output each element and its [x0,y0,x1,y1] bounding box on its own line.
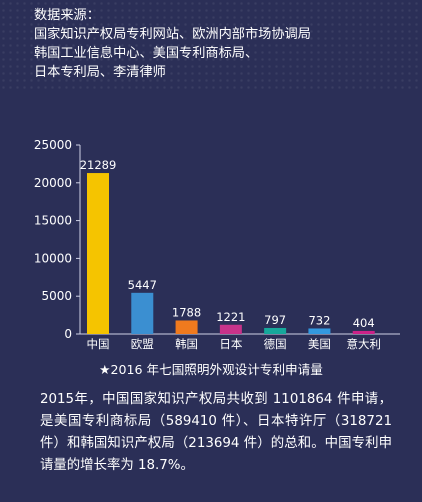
x-category-label: 美国 [308,337,331,351]
x-category-label: 欧盟 [131,337,154,351]
bar-value-label: 732 [308,313,330,327]
x-category-label: 德国 [264,337,287,351]
bar-7 [352,330,375,334]
source-line: 日本专利局、李清律师 [34,65,166,80]
chart-title: ★2016 年七国照明外观设计专利申请量 [99,362,323,377]
x-category-label: 日本 [219,337,242,351]
y-tick-label: 10000 [34,251,72,265]
data-source-note: 数据来源： 国家知识产权局专利网站、欧洲内部市场协调局 韩国工业信息中心、美国专… [34,6,414,82]
y-tick-label: 0 [64,327,72,341]
bar-chart: 0 5000 10000 15000 20000 25000 21289 中国 5447 欧盟 17… [34,138,400,351]
y-tick-label: 15000 [34,214,72,228]
x-category-label: 意大利 [346,337,381,351]
source-line: 韩国工业信息中心、美国专利商标局、 [34,46,259,61]
y-tick-label: 5000 [41,289,72,303]
bar-5 [264,327,287,334]
bar-value-label: 1788 [172,305,201,319]
dot-pattern [0,0,422,90]
bar-3 [175,320,198,334]
x-category-label: 韩国 [175,337,198,351]
source-line: 国家知识产权局专利网站、欧洲内部市场协调局 [34,27,311,42]
y-tick-label: 20000 [34,176,72,190]
bar-value-label: 5447 [128,278,157,292]
summary-paragraph: 2015年，中国国家知识产权局共收到 1101864 件申请，是美国专利商标局（… [40,392,392,473]
source-line: 数据来源： [34,8,100,23]
bar-1 [87,173,109,334]
bar-value-label: 21289 [80,158,117,172]
x-category-label: 中国 [87,337,110,351]
bar-value-label: 404 [353,316,375,330]
bar-4 [219,324,242,334]
bar-value-label: 797 [264,313,286,327]
bar-6 [308,328,331,334]
bar-2 [131,292,154,334]
y-tick-label: 25000 [34,138,72,152]
bar-value-label: 1221 [216,310,245,324]
